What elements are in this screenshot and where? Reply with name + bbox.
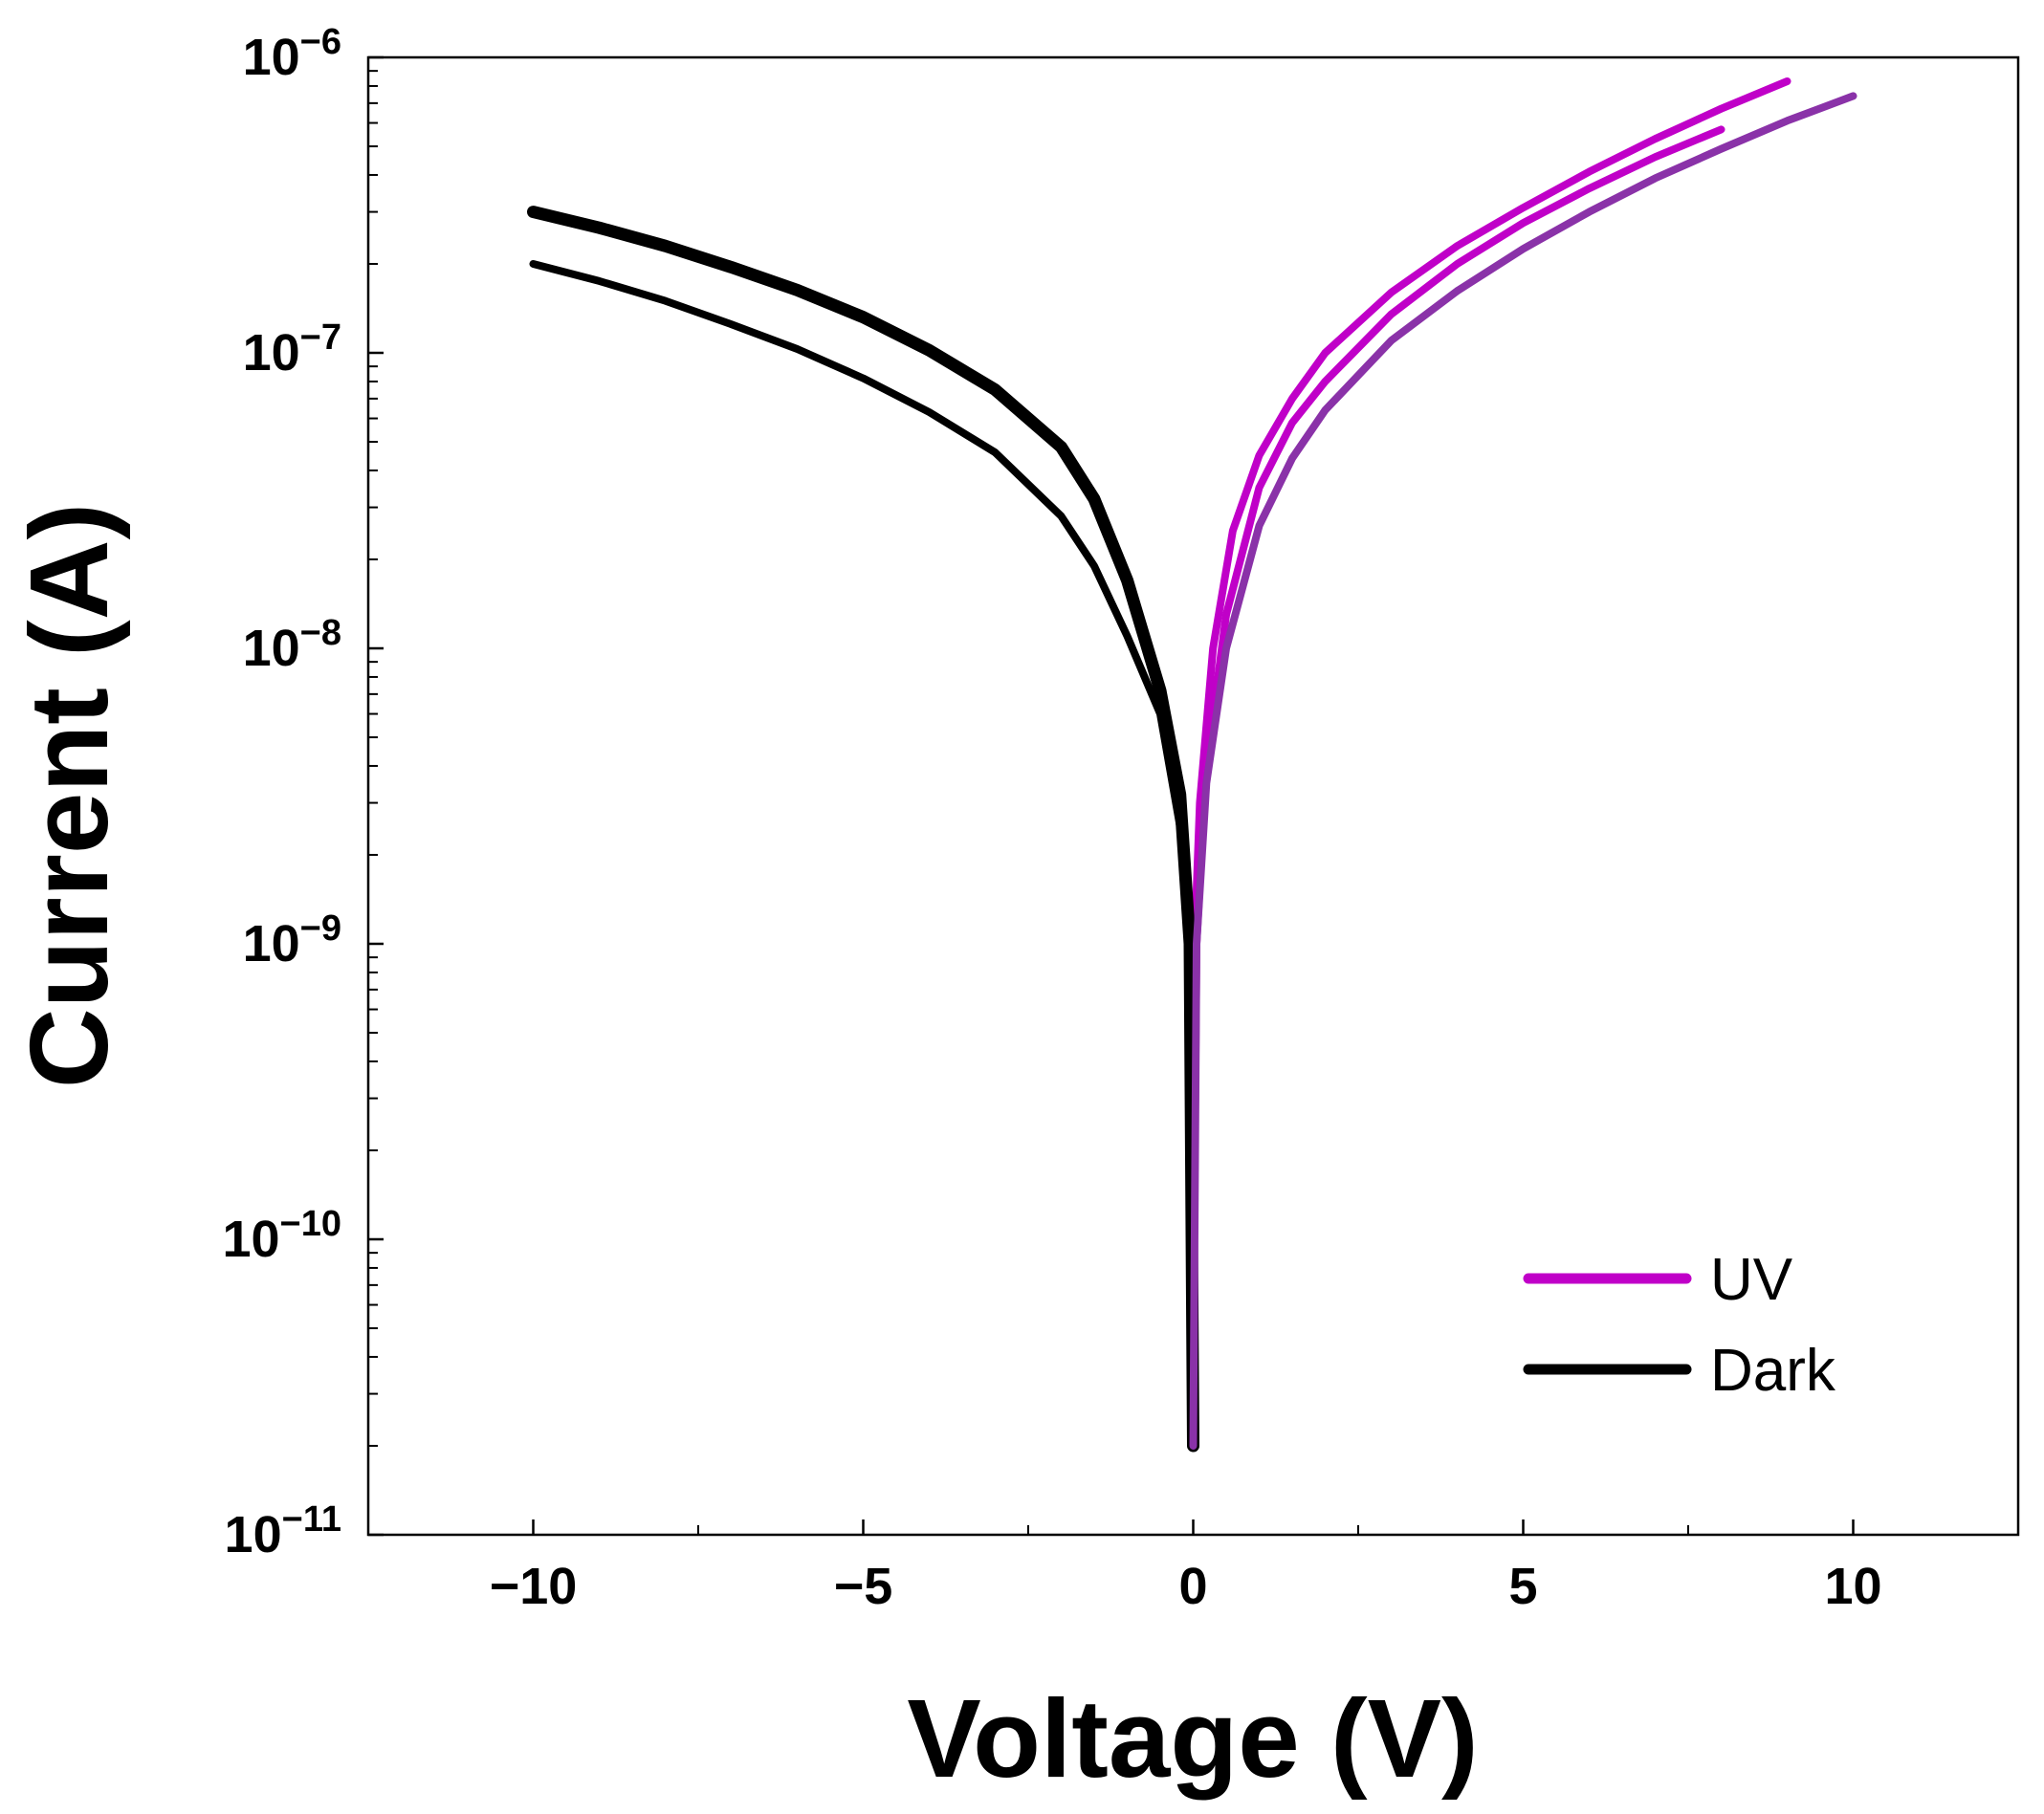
y-axis-title: Current (A) [7, 503, 131, 1088]
x-tick-label: 10 [1824, 1558, 1881, 1615]
series-line-0 [1189, 77, 1791, 1332]
x-tick-label: −10 [490, 1558, 578, 1615]
x-axis-title: Voltage (V) [907, 1676, 1478, 1801]
legend: UV Dark [1523, 1247, 1836, 1404]
plot-frame [366, 55, 2020, 1537]
y-tick-label: 10−9 [243, 908, 341, 973]
y-tick-label: 10−11 [225, 1499, 341, 1563]
y-tick-labels: 10−6 10−7 10−8 10−9 10−10 10−11 [222, 22, 341, 1563]
y-tick-label: 10−6 [243, 22, 341, 86]
series-line-2 [527, 206, 1199, 1453]
minor-ticks [368, 70, 1689, 1535]
y-tick-label: 10−10 [222, 1204, 341, 1268]
x-tick-label: −5 [834, 1558, 893, 1615]
y-tick-label: 10−7 [243, 317, 341, 382]
y-tick-label: 10−8 [243, 613, 341, 677]
series-line-4 [1189, 92, 1857, 1450]
x-tick-label: 0 [1178, 1558, 1207, 1615]
legend-dark-label: Dark [1710, 1338, 1836, 1404]
series-layer [527, 77, 1857, 1453]
legend-uv-label: UV [1710, 1247, 1793, 1313]
x-tick-labels: −10 −5 0 5 10 [490, 1558, 1882, 1615]
x-tick-label: 5 [1508, 1558, 1537, 1615]
series-line-1 [1189, 125, 1725, 1332]
series-line-3 [529, 260, 1198, 1450]
